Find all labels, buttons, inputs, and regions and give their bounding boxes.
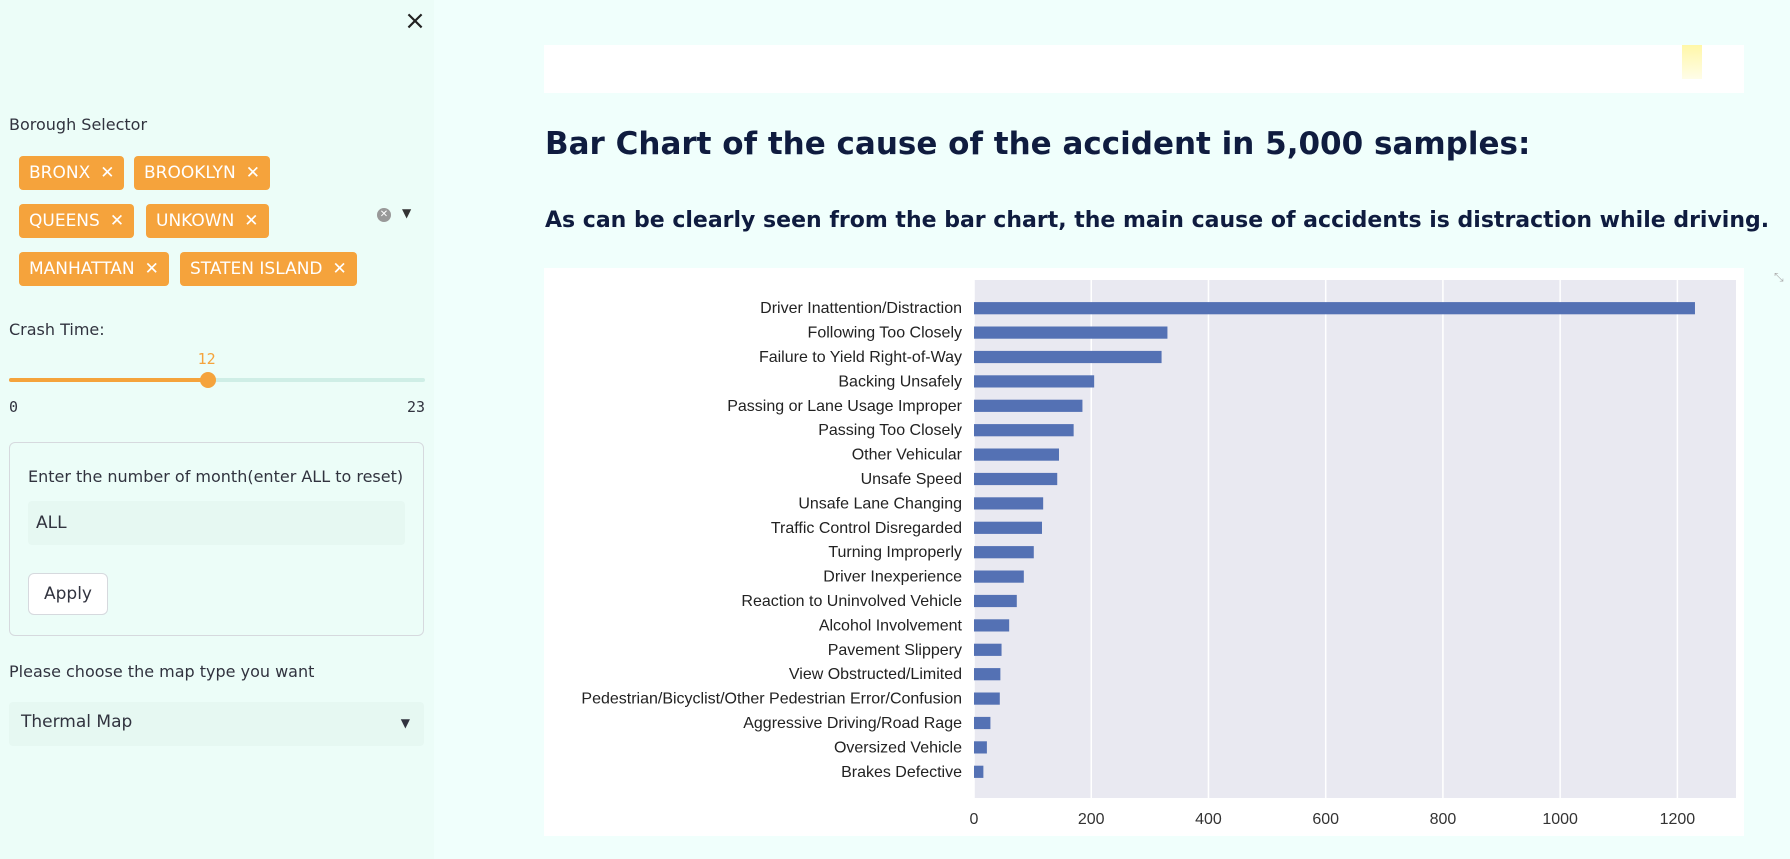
page-subtitle: As can be clearly seen from the bar char…: [545, 208, 1770, 233]
bar: [974, 668, 1001, 681]
y-tick-label: Aggressive Driving/Road Rage: [743, 715, 962, 732]
bar: [974, 594, 1017, 608]
tag-label: UNKOWN: [156, 211, 235, 231]
x-tick-label: 0: [970, 811, 979, 828]
y-tick-label: Pedestrian/Bicyclist/Other Pedestrian Er…: [581, 691, 962, 708]
y-tick-label: Failure to Yield Right-of-Way: [759, 349, 962, 366]
bar: [974, 619, 1010, 632]
tag-label: BROOKLYN: [144, 163, 236, 183]
x-tick-label: 1000: [1542, 811, 1578, 828]
expand-icon[interactable]: ⤡: [1774, 270, 1784, 284]
bar: [974, 302, 1695, 315]
x-tick-label: 1200: [1660, 811, 1696, 828]
bar: [974, 643, 1002, 656]
tag-label: MANHATTAN: [29, 259, 135, 279]
plot-background: [974, 280, 1736, 798]
y-tick-label: Passing Too Closely: [818, 422, 962, 439]
map-color-strip: [1682, 45, 1702, 79]
month-form: Enter the number of month(enter ALL to r…: [9, 442, 424, 636]
bar: [974, 570, 1024, 583]
chevron-down-icon[interactable]: ▼: [402, 206, 412, 220]
remove-tag-icon[interactable]: ✕: [144, 259, 159, 279]
y-tick-label: Unsafe Lane Changing: [798, 495, 962, 512]
y-tick-label: Backing Unsafely: [838, 373, 962, 390]
y-tick-label: Traffic Control Disregarded: [771, 520, 962, 537]
top-panel: [544, 45, 1744, 93]
map-type-select[interactable]: Thermal Map ▼: [9, 702, 424, 746]
page-title: Bar Chart of the cause of the accident i…: [545, 126, 1531, 162]
clear-all-icon[interactable]: ✕: [377, 208, 391, 222]
chart-panel: 0 200 400 600 800 1000 1200 Driver Inattention/…: [544, 268, 1744, 836]
y-tick-label: Other Vehicular: [852, 447, 963, 464]
crash-time-label: Crash Time:: [9, 320, 105, 339]
borough-tag[interactable]: BROOKLYN ✕: [134, 156, 270, 190]
y-tick-label: Following Too Closely: [808, 325, 962, 342]
remove-tag-icon[interactable]: ✕: [109, 211, 125, 231]
slider-fill: [9, 378, 208, 382]
slider-min-label: 0: [9, 398, 19, 416]
borough-tag[interactable]: QUEENS ✕: [19, 204, 135, 238]
map-type-selected: Thermal Map: [21, 712, 133, 732]
slider-max-label: 23: [406, 398, 425, 416]
y-tick-label: Passing or Lane Usage Improper: [727, 398, 962, 415]
remove-tag-icon[interactable]: ✕: [100, 163, 115, 183]
bar: [974, 497, 1044, 510]
remove-tag-icon[interactable]: ✕: [244, 211, 259, 231]
month-input-label: Enter the number of month(enter ALL to r…: [28, 467, 404, 486]
sidebar: × Borough Selector BRONX ✕ BROOKLYN ✕ QUEE…: [0, 0, 434, 859]
bar: [974, 716, 991, 730]
x-tick-label: 400: [1195, 811, 1222, 828]
bar: [974, 350, 1162, 364]
y-tick-label: Reaction to Uninvolved Vehicle: [741, 593, 962, 610]
y-tick-label: Unsafe Speed: [861, 471, 962, 488]
bar: [974, 741, 987, 754]
bar: [974, 375, 1095, 388]
borough-selector-label: Borough Selector: [9, 115, 148, 134]
slider-track[interactable]: [9, 378, 425, 382]
borough-tag[interactable]: UNKOWN ✕: [146, 204, 269, 238]
bar: [974, 448, 1059, 461]
y-tick-label: Brakes Defective: [841, 764, 962, 781]
x-tick-label: 800: [1430, 811, 1457, 828]
bar: [974, 326, 1168, 339]
bar: [974, 521, 1042, 534]
bar: [974, 399, 1083, 412]
remove-tag-icon[interactable]: ✕: [245, 163, 260, 183]
borough-tag[interactable]: MANHATTAN ✕: [19, 252, 169, 286]
borough-multiselect[interactable]: BRONX ✕ BROOKLYN ✕ QUEENS ✕ UNKOWN ✕ MANHATT…: [9, 148, 424, 290]
bar: [974, 424, 1074, 437]
month-input[interactable]: [28, 501, 405, 545]
y-tick-label: Oversized Vehicle: [834, 739, 962, 756]
x-tick-label: 600: [1312, 811, 1339, 828]
tag-label: BRONX: [29, 163, 91, 183]
bar: [974, 765, 984, 778]
apply-button[interactable]: Apply: [28, 573, 108, 615]
crash-time-slider[interactable]: 12 0 23: [9, 346, 425, 416]
bar: [974, 692, 1000, 705]
chevron-down-icon[interactable]: ▼: [400, 716, 410, 730]
borough-tag[interactable]: STATEN ISLAND ✕: [180, 252, 357, 286]
y-tick-label: View Obstructed/Limited: [789, 666, 962, 683]
close-sidebar-icon[interactable]: ×: [404, 6, 426, 36]
tag-label: QUEENS: [29, 211, 100, 231]
y-tick-label: Alcohol Involvement: [819, 617, 963, 634]
bar: [974, 546, 1034, 559]
slider-thumb[interactable]: [199, 372, 216, 388]
x-tick-label: 200: [1078, 811, 1105, 828]
slider-current-value: 12: [197, 350, 216, 368]
y-tick-label: Pavement Slippery: [828, 642, 962, 659]
tag-label: STATEN ISLAND: [190, 259, 323, 279]
y-tick-label: Driver Inattention/Distraction: [760, 300, 962, 317]
y-tick-label: Turning Improperly: [828, 544, 962, 561]
remove-tag-icon[interactable]: ✕: [332, 259, 347, 279]
bar-chart: 0 200 400 600 800 1000 1200 Driver Inattention/…: [581, 280, 1736, 828]
borough-tag[interactable]: BRONX ✕: [19, 156, 125, 190]
bar: [974, 472, 1058, 486]
y-tick-label: Driver Inexperience: [823, 569, 962, 586]
map-type-label: Please choose the map type you want: [9, 662, 315, 681]
